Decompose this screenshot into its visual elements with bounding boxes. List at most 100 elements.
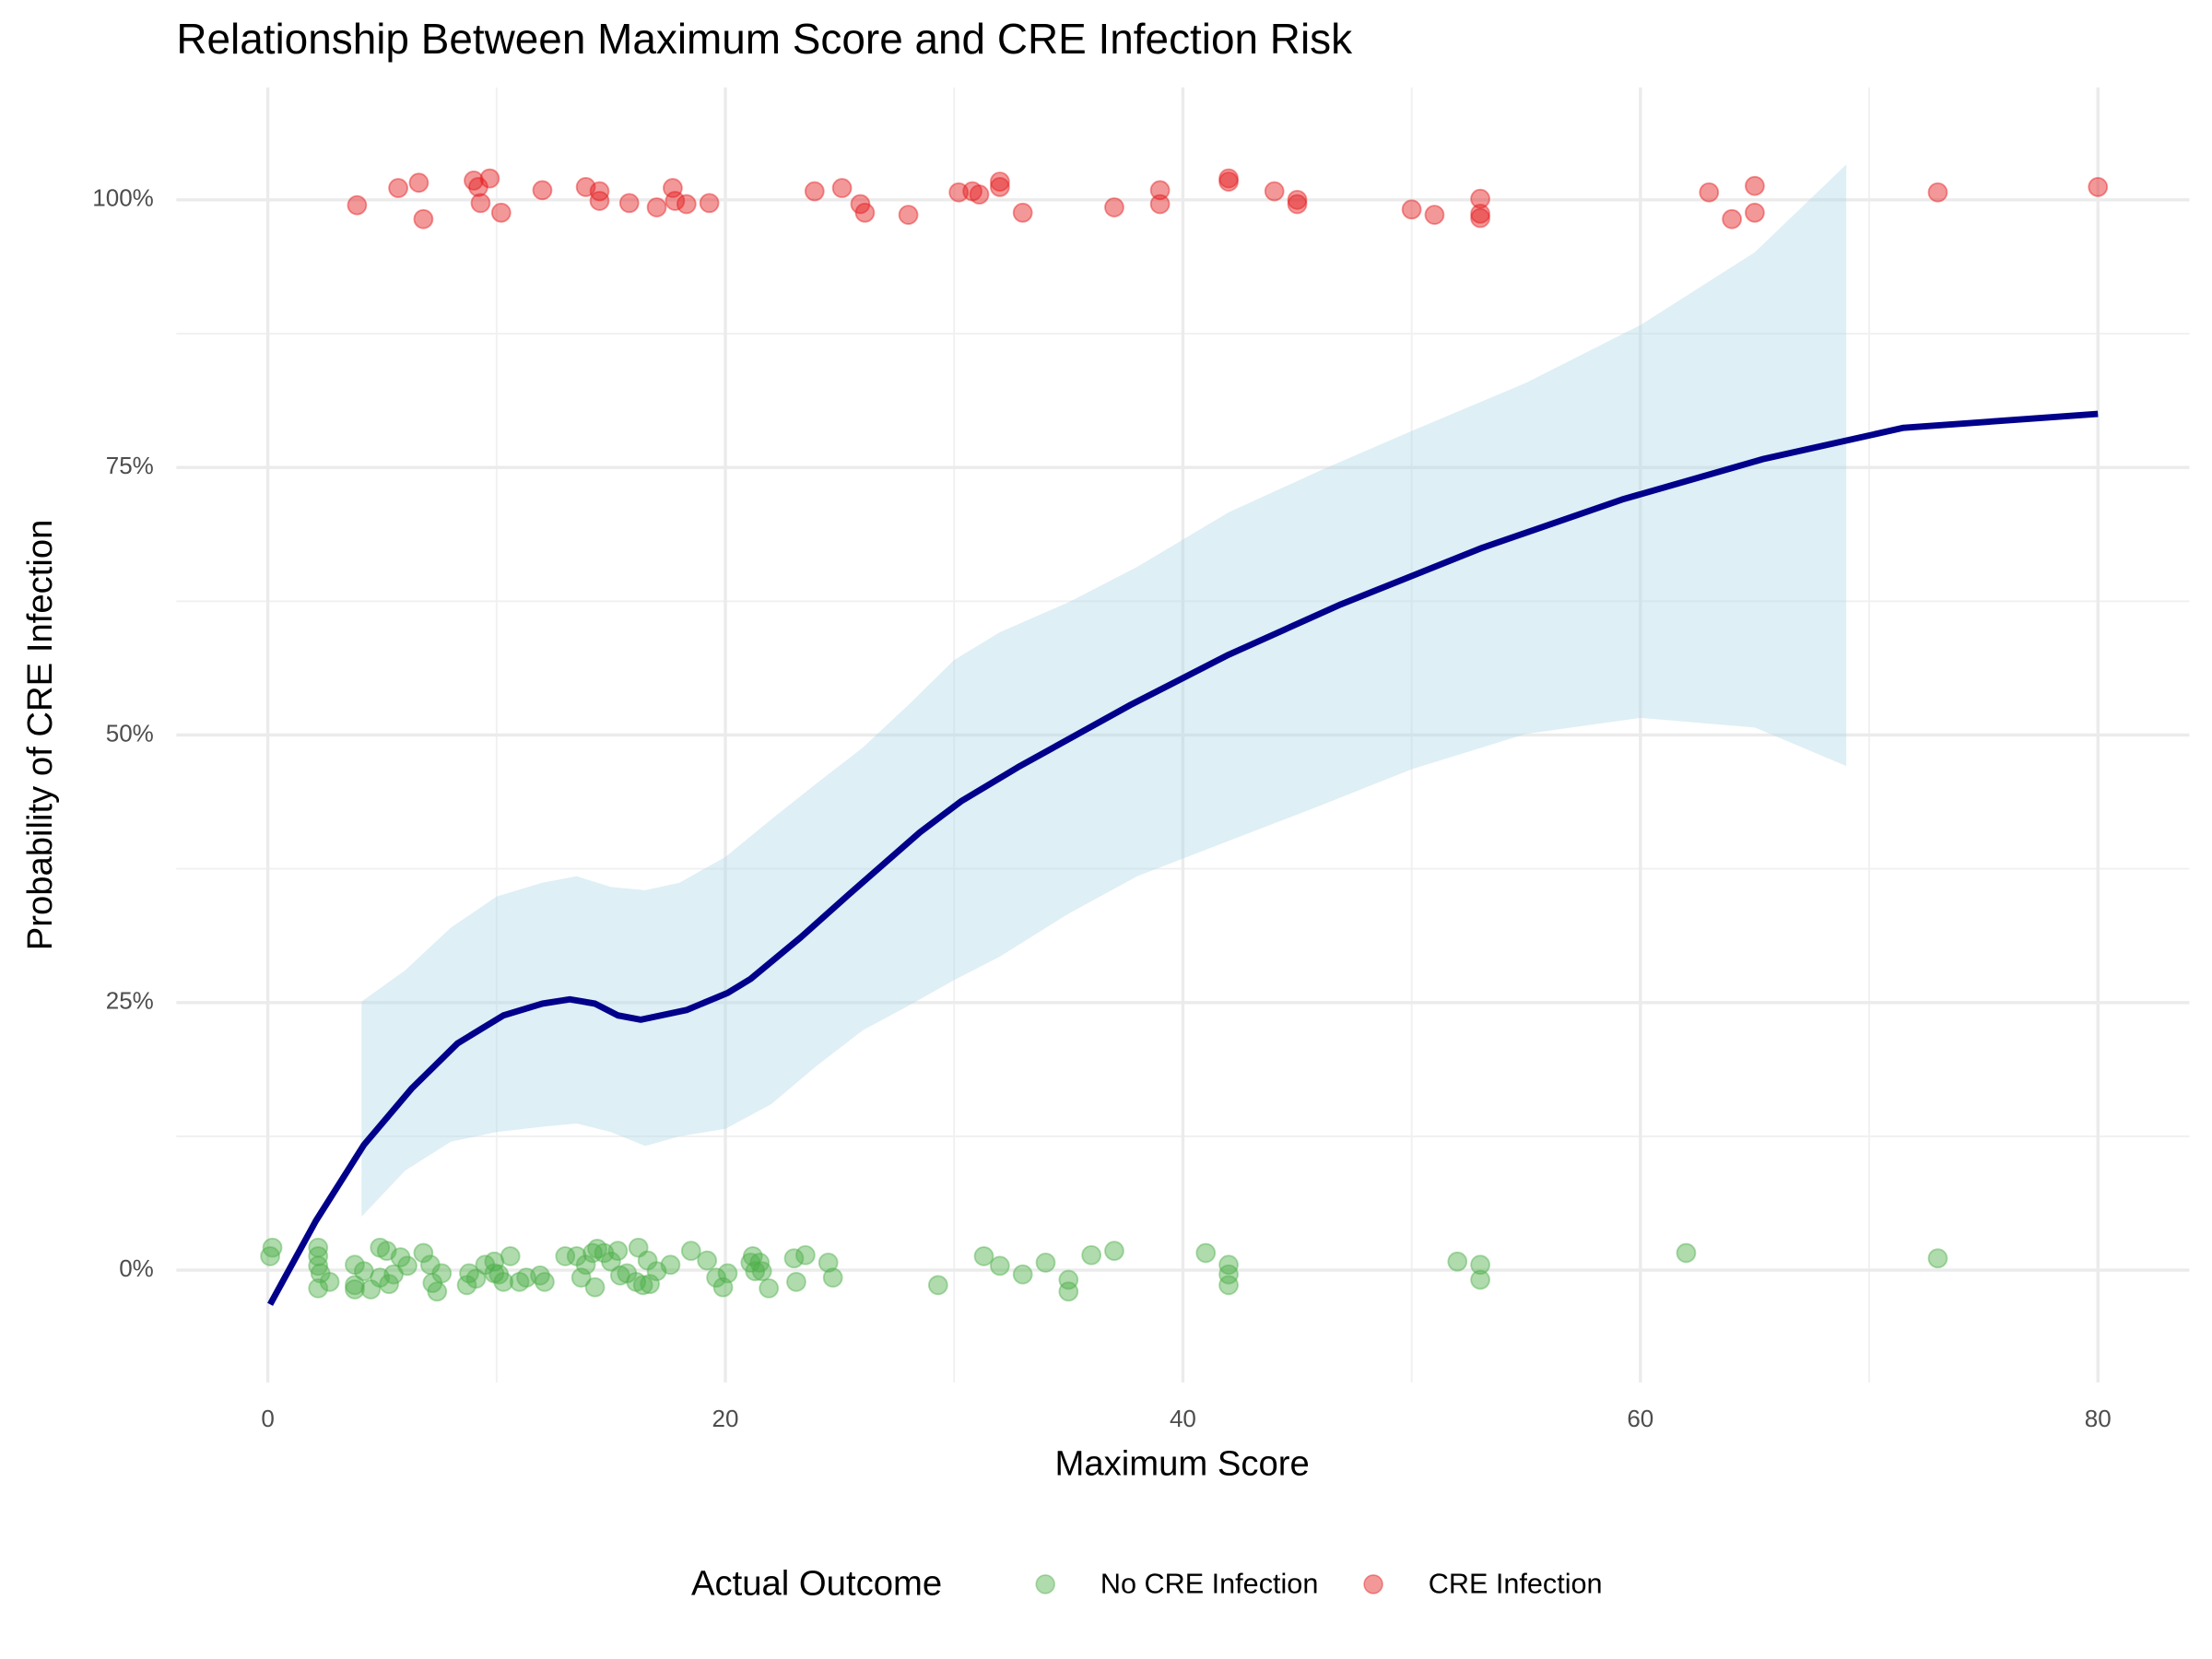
data-point [308,1246,329,1266]
data-point [948,182,970,203]
data-point [468,177,488,197]
data-point [345,1279,365,1300]
data-point [1264,181,1285,202]
data-point [493,1271,514,1292]
data-point [1287,194,1308,215]
data-point [850,194,871,215]
data-point [479,168,500,189]
data-point [465,1268,487,1289]
data-point [637,1250,658,1271]
y-axis-label: Probability of CRE Infection [20,520,60,951]
legend-marker [1363,1574,1383,1594]
y-tick-label: 25% [106,987,154,1015]
data-point [1218,171,1239,192]
data-point [370,1237,391,1258]
data-point [1012,202,1033,223]
data-point [969,184,990,205]
data-point [308,1237,329,1258]
data-point [1470,1254,1490,1276]
data-point [470,193,491,214]
data-point [697,1250,718,1271]
data-point [516,1267,536,1288]
data-point [575,177,596,197]
data-point [347,194,368,216]
data-point [751,1261,772,1282]
data-point [345,1275,365,1296]
data-point [717,1263,738,1284]
data-point [607,1241,629,1262]
data-point [484,1251,505,1272]
data-point [376,1241,397,1262]
data-point [1218,1264,1239,1285]
data-point [745,1261,766,1282]
chart-title: Relationship Between Maximum Score and C… [176,15,1353,63]
data-point [1722,208,1742,229]
data-point [1195,1242,1217,1264]
data-point [759,1277,780,1299]
data-point [628,1237,649,1258]
y-tick-label: 50% [106,719,154,747]
data-point [456,1275,477,1296]
data-point [390,1247,411,1268]
data-point [530,1265,550,1286]
data-point [422,1273,443,1293]
data-point [413,208,434,229]
data-point [1745,202,1765,223]
data-point [589,181,610,202]
data-point [818,1253,839,1273]
data-point [1287,189,1308,210]
legend-label: No CRE Infection [1100,1569,1318,1600]
data-point [1149,180,1171,201]
data-point [712,1277,734,1298]
confidence-band [361,164,1847,1218]
data-point [831,178,853,198]
data-point [1012,1264,1033,1285]
data-point [749,1253,771,1273]
data-point [1081,1244,1102,1265]
data-point [555,1246,576,1266]
data-point [646,197,667,218]
y-tick-label: 75% [106,452,154,479]
x-tick-label: 0 [261,1405,274,1432]
data-point [308,1277,329,1299]
data-point [927,1275,948,1296]
data-point [1218,168,1239,189]
data-point [488,1264,510,1285]
data-point [640,1274,660,1295]
data-point [1470,207,1490,229]
data-point [632,1275,653,1296]
data-point [1470,1269,1490,1290]
data-point [626,1271,647,1292]
data-point [408,172,429,194]
data-point [1218,1254,1239,1276]
data-point [804,181,825,202]
data-point [1470,204,1490,224]
legend-marker [1035,1574,1055,1594]
x-tick-label: 20 [712,1405,739,1432]
data-point [535,1271,555,1292]
data-point [854,202,876,223]
data-point [1927,182,1948,203]
data-point [308,1255,329,1277]
data-point [660,1254,681,1276]
legend-label: CRE Infection [1429,1569,1603,1600]
data-point [1058,1281,1079,1302]
data-point [680,1241,701,1262]
data-point [783,1248,805,1269]
data-point [532,180,553,201]
x-tick-label: 80 [2085,1405,2112,1432]
data-point [587,1238,607,1259]
data-point [388,178,408,198]
data-point [706,1267,726,1288]
data-point [484,1263,505,1284]
data-point [1058,1269,1079,1290]
y-tick-label: 100% [92,184,154,212]
data-point [319,1271,340,1292]
data-point [742,1246,763,1266]
data-point [594,1242,615,1264]
fit-line [267,410,2099,1306]
data-point [383,1264,404,1285]
data-point [1104,197,1124,218]
